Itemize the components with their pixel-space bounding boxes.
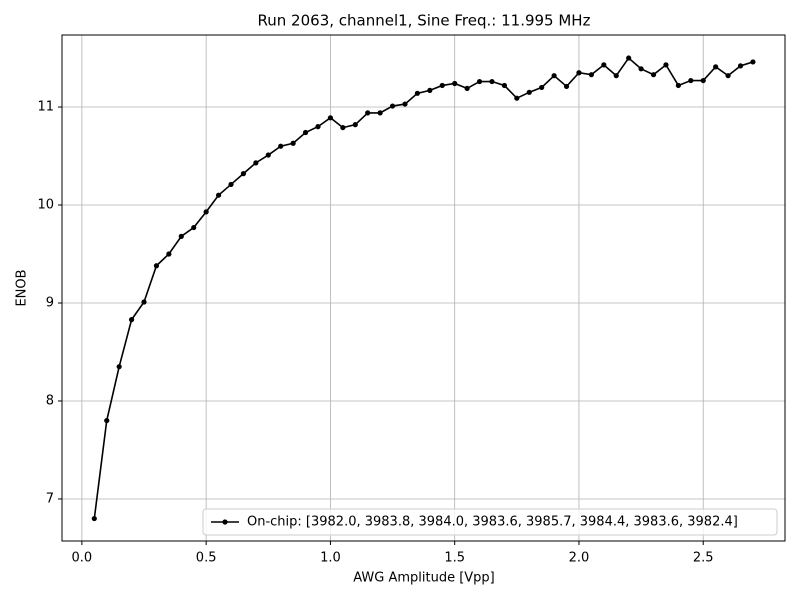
data-point <box>178 233 184 239</box>
data-point <box>501 82 507 89</box>
data-point <box>315 124 321 130</box>
data-point <box>153 263 160 269</box>
y-tick-label: 9 <box>46 295 54 310</box>
legend: On-chip: [3982.0, 3983.8, 3984.0, 3983.6… <box>202 508 778 536</box>
data-point <box>638 66 644 72</box>
data-point <box>476 78 483 85</box>
legend-label: On-chip: [3982.0, 3983.8, 3984.0, 3983.6… <box>247 515 738 530</box>
data-point <box>427 87 433 93</box>
data-point <box>563 83 570 90</box>
data-point <box>700 77 706 84</box>
data-point <box>290 140 296 146</box>
data-point <box>340 124 346 131</box>
x-tick-label: 2.0 <box>569 551 590 566</box>
legend-marker <box>222 519 228 525</box>
data-point <box>389 103 396 109</box>
data-point <box>713 64 719 70</box>
data-point <box>551 73 557 79</box>
data-point <box>613 73 619 79</box>
y-tick-label: 7 <box>46 491 54 506</box>
data-point <box>228 181 234 188</box>
data-point <box>352 122 358 128</box>
data-point <box>116 364 122 370</box>
data-point <box>141 299 147 305</box>
data-point <box>377 110 383 116</box>
data-point <box>514 95 520 101</box>
legend-box <box>202 508 778 536</box>
y-tick-label: 8 <box>46 393 54 408</box>
data-point <box>365 110 371 116</box>
data-point <box>650 72 657 78</box>
data-point <box>675 82 681 89</box>
data-point <box>725 73 731 79</box>
data-point <box>104 417 110 424</box>
data-point <box>265 152 271 158</box>
data-point <box>240 171 247 177</box>
data-point <box>526 89 532 95</box>
data-point <box>750 59 756 65</box>
data-point <box>253 160 259 166</box>
data-point <box>327 115 334 121</box>
x-tick-label: 2.5 <box>693 551 714 566</box>
data-point <box>439 82 445 89</box>
data-point <box>489 78 495 85</box>
y-tick-label: 11 <box>37 100 54 115</box>
data-point <box>588 72 594 78</box>
data-point <box>414 90 421 96</box>
data-point <box>215 192 222 198</box>
x-tick-label: 0.0 <box>72 551 93 566</box>
data-point <box>203 209 209 215</box>
data-point <box>601 62 607 68</box>
data-point <box>278 143 284 149</box>
data-point <box>626 55 632 61</box>
x-tick-label: 1.5 <box>444 551 465 566</box>
plot-frame <box>61 34 786 542</box>
data-point <box>302 129 309 136</box>
data-point <box>688 77 694 84</box>
data-point <box>128 317 135 323</box>
data-point <box>91 515 97 522</box>
y-tick-label: 10 <box>37 198 54 213</box>
data-point <box>737 63 744 69</box>
data-point <box>166 251 172 257</box>
x-axis-label: AWG Amplitude [Vpp] <box>353 571 495 586</box>
x-tick-label: 1.0 <box>320 551 341 566</box>
data-point <box>452 80 458 87</box>
x-tick-label: 0.5 <box>196 551 217 566</box>
data-point <box>663 62 669 68</box>
data-point <box>539 84 545 91</box>
data-point <box>191 224 197 231</box>
y-axis-label: ENOB <box>15 269 30 306</box>
chart-title: Run 2063, channel1, Sine Freq.: 11.995 M… <box>258 12 591 30</box>
data-point <box>402 101 408 107</box>
data-point <box>464 85 470 92</box>
data-point <box>576 70 582 76</box>
